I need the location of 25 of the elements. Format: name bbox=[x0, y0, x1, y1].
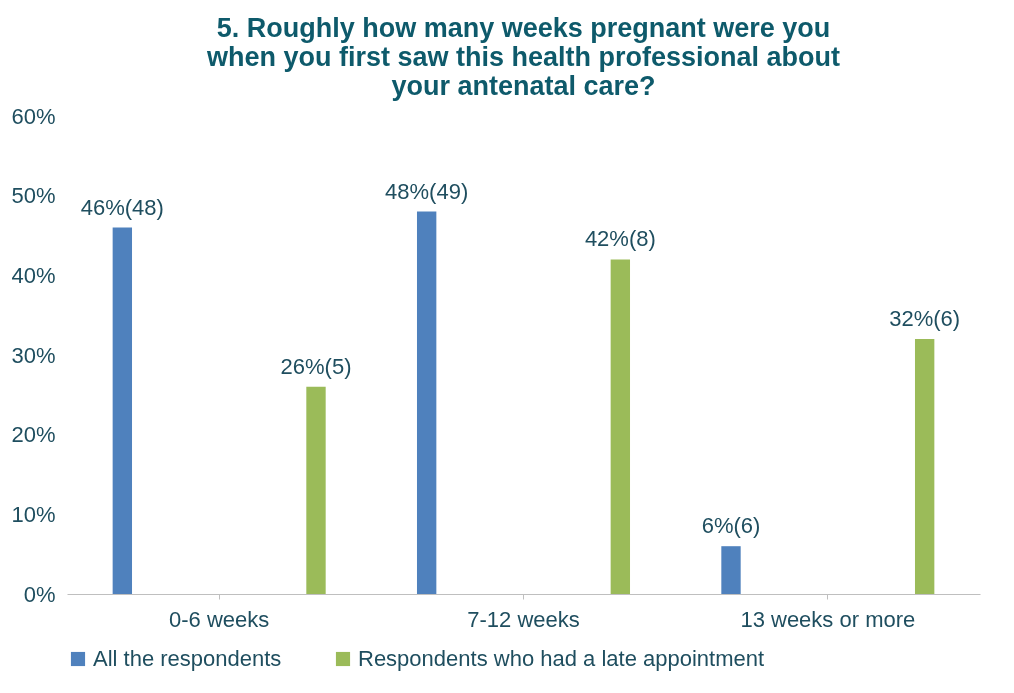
data-label: 46%(48) bbox=[80, 194, 164, 220]
data-label: 42%(8) bbox=[584, 226, 656, 252]
x-tick-label: 7-12 weeks bbox=[467, 606, 580, 632]
bar bbox=[112, 227, 133, 594]
y-tick-label: 10% bbox=[11, 501, 56, 527]
bar bbox=[914, 339, 935, 594]
data-label: 26%(5) bbox=[280, 353, 352, 379]
y-tick-label: 60% bbox=[11, 103, 56, 129]
chart-title: 5. Roughly how many weeks pregnant were you when you first saw this health professional about your antenatal care? bbox=[205, 13, 841, 101]
data-label: 32%(6) bbox=[889, 306, 961, 332]
legend-label: All the respondents bbox=[93, 646, 282, 671]
y-tick-label: 30% bbox=[11, 342, 56, 368]
legend-label: Respondents who had a late appointment bbox=[358, 646, 765, 671]
bar bbox=[610, 259, 631, 594]
data-label: 6%(6) bbox=[701, 513, 761, 539]
x-tick-label: 0-6 weeks bbox=[169, 606, 270, 632]
y-tick-label: 50% bbox=[11, 183, 56, 209]
bar bbox=[306, 386, 326, 594]
data-label: 48%(49) bbox=[385, 178, 469, 204]
bar bbox=[416, 211, 437, 594]
y-tick-label: 20% bbox=[11, 422, 56, 448]
y-tick-label: 40% bbox=[11, 262, 56, 288]
x-tick-label: 13 weeks or more bbox=[740, 606, 916, 632]
y-tick-label: 0% bbox=[23, 581, 56, 607]
bar bbox=[721, 546, 741, 594]
